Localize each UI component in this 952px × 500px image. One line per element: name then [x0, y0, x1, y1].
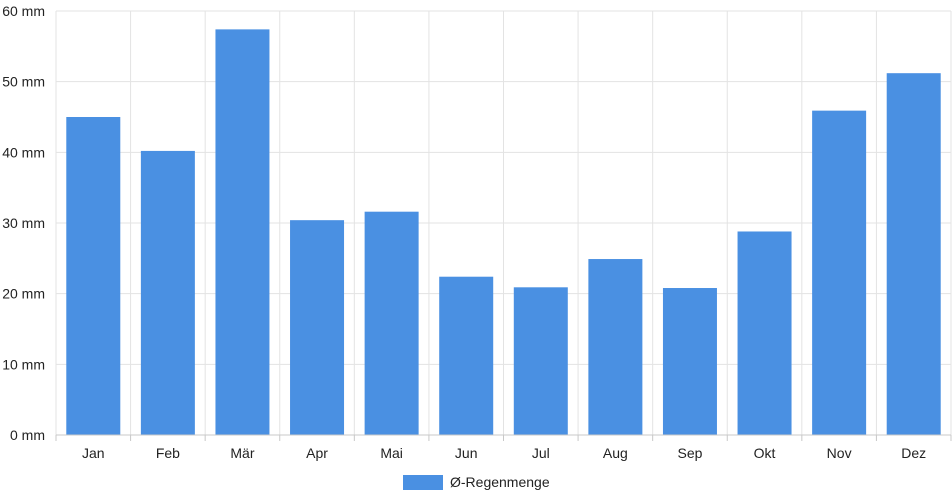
bar-nov[interactable] [812, 110, 867, 435]
bar-apr[interactable] [290, 220, 345, 435]
legend-swatch[interactable] [403, 475, 443, 490]
bar-aug[interactable] [588, 259, 643, 435]
bar-jun[interactable] [439, 276, 494, 435]
x-tick-label: Jan [82, 445, 105, 461]
x-tick-label: Dez [901, 445, 926, 461]
x-tick-label: Mär [230, 445, 254, 461]
bars [66, 29, 941, 436]
bar-sep[interactable] [662, 288, 717, 435]
x-tick-label: Jul [532, 445, 550, 461]
legend-label[interactable]: Ø-Regenmenge [450, 474, 550, 490]
y-tick-label: 10 mm [2, 356, 45, 372]
x-tick-label: Jun [455, 445, 478, 461]
bar-jan[interactable] [66, 117, 121, 435]
x-tick-label: Apr [306, 445, 328, 461]
bar-mär[interactable] [215, 29, 270, 436]
bar-jul[interactable] [513, 287, 568, 435]
x-tick-labels: Jan Feb Mär Apr Mai Jun Jul Aug Sep Okt Nov Dez [82, 445, 926, 461]
x-tick-label: Feb [156, 445, 180, 461]
axes [55, 434, 952, 441]
bar-mai[interactable] [364, 211, 419, 435]
bar-dez[interactable] [886, 73, 941, 435]
x-tick-label: Aug [603, 445, 628, 461]
y-tick-label: 40 mm [2, 144, 45, 160]
legend[interactable]: Ø-Regenmenge [403, 474, 550, 490]
y-tick-label: 0 mm [10, 427, 45, 443]
x-tick-label: Sep [677, 445, 702, 461]
y-tick-label: 50 mm [2, 74, 45, 90]
bar-feb[interactable] [140, 150, 195, 436]
bar-okt[interactable] [737, 231, 792, 435]
x-tick-label: Okt [754, 445, 776, 461]
y-tick-label: 30 mm [2, 215, 45, 231]
x-tick-label: Nov [827, 445, 852, 461]
grid-lines [55, 10, 952, 435]
y-tick-label: 20 mm [2, 286, 45, 302]
y-tick-label: 60 mm [2, 3, 45, 19]
y-tick-labels: 0 mm 10 mm 20 mm 30 mm 40 mm 50 mm 60 mm [2, 3, 45, 443]
x-tick-label: Mai [380, 445, 403, 461]
